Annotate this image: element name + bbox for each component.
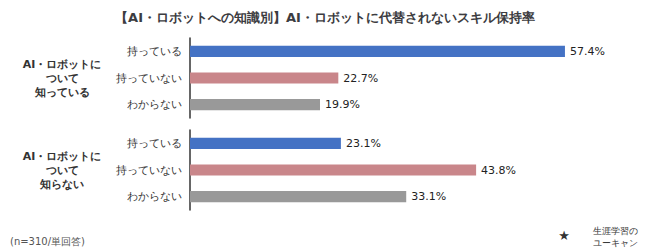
svg-text:持っていない: 持っていない — [116, 164, 182, 177]
svg-text:生涯学習の: 生涯学習の — [593, 226, 638, 236]
svg-text:ユーキャン: ユーキャン — [593, 238, 638, 248]
svg-text:43.8%: 43.8% — [481, 164, 516, 177]
svg-text:持っている: 持っている — [127, 45, 182, 58]
svg-text:ついて: ついて — [45, 72, 79, 85]
svg-text:57.4%: 57.4% — [570, 45, 605, 58]
svg-text:22.7%: 22.7% — [343, 72, 378, 85]
svg-text:23.1%: 23.1% — [346, 137, 381, 150]
svg-text:AI・ロボットに: AI・ロボットに — [23, 58, 102, 71]
svg-text:持っていない: 持っていない — [116, 72, 182, 85]
svg-text:【AI・ロボットへの知識別】AI・ロボットに代替されないスキ: 【AI・ロボットへの知識別】AI・ロボットに代替されないスキル保持率 — [115, 10, 535, 25]
svg-text:知っている: 知っている — [34, 86, 90, 99]
svg-text:AI・ロボットに: AI・ロボットに — [23, 150, 102, 163]
svg-text:知らない: 知らない — [39, 178, 84, 191]
svg-text:わからない: わからない — [127, 98, 182, 111]
svg-text:持っている: 持っている — [127, 137, 182, 150]
svg-text:わからない: わからない — [127, 190, 182, 203]
svg-text:★: ★ — [558, 228, 570, 243]
svg-text:ついて: ついて — [45, 164, 79, 177]
svg-text:19.9%: 19.9% — [325, 98, 360, 111]
svg-text:(n=310/単回答): (n=310/単回答) — [10, 236, 85, 247]
svg-text:33.1%: 33.1% — [411, 190, 446, 203]
